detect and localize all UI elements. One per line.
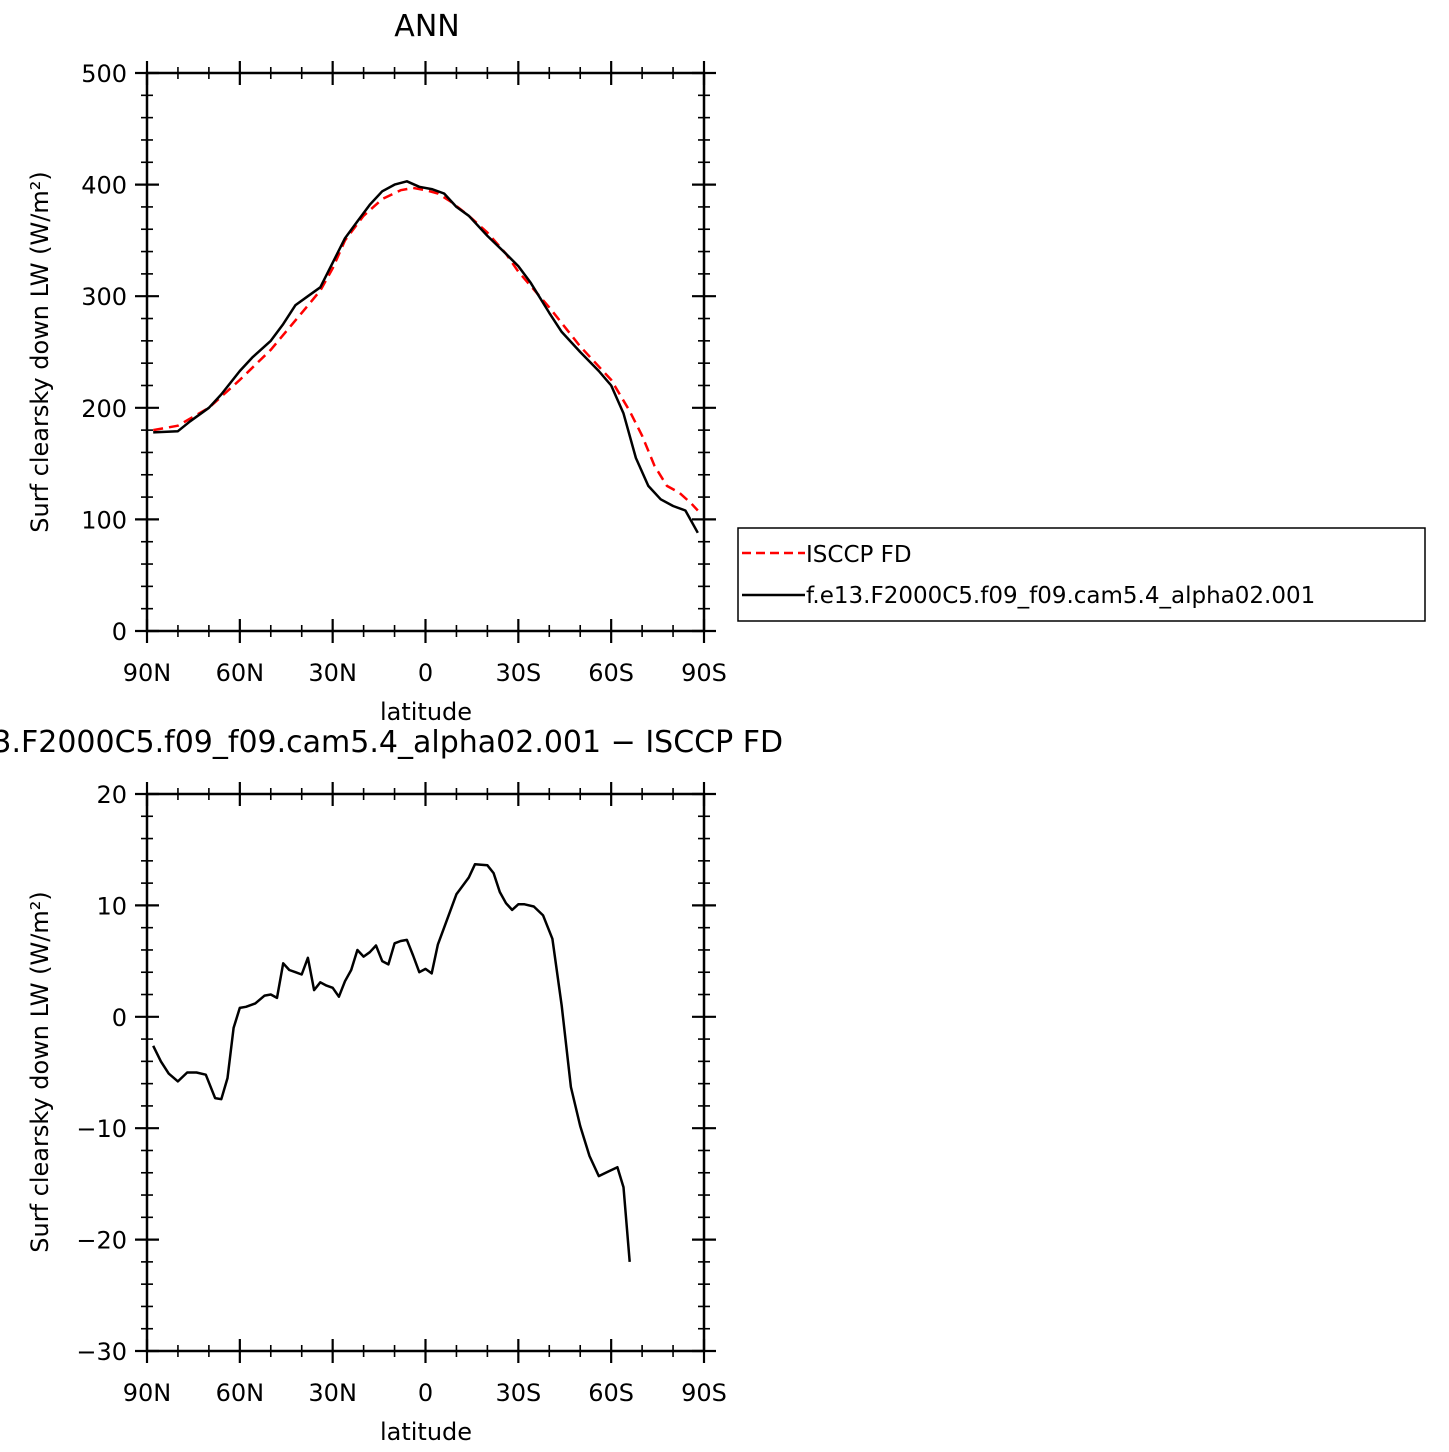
bottom-x-axis-label: latitude: [380, 1418, 472, 1446]
y-tick-label: 100: [81, 506, 127, 534]
series-line-isccp-fd: [152, 186, 699, 512]
x-tick-label: 90S: [681, 659, 727, 687]
legend-label-isccp: ISCCP FD: [806, 542, 912, 568]
bottom-grid-ticks: [135, 782, 716, 1363]
x-tick-label: 90S: [681, 1379, 727, 1407]
legend-box: [737, 527, 1426, 622]
top-series: [152, 180, 699, 534]
y-tick-label: 20: [96, 781, 127, 809]
y-tick-label: 10: [96, 892, 127, 920]
y-tick-label: 0: [112, 618, 127, 646]
y-tick-label: 200: [81, 395, 127, 423]
bottom-chart: f.e13.F2000C5.f09_f09.cam5.4_alpha02.001…: [0, 725, 783, 1446]
x-tick-label: 60S: [588, 659, 634, 687]
bottom-y-tick-labels: −30 −20 −10 0 10 20: [76, 781, 127, 1366]
x-tick-label: 90N: [123, 1379, 172, 1407]
y-tick-label: 500: [81, 60, 127, 88]
bottom-plot-frame: [145, 792, 706, 1353]
x-tick-label: 60N: [216, 659, 265, 687]
y-tick-label: 0: [112, 1004, 127, 1032]
legend: ISCCP FD f.e13.F2000C5.f09_f09.cam5.4_al…: [737, 527, 1426, 622]
x-tick-label: 60N: [216, 1379, 265, 1407]
x-tick-label: 30N: [308, 1379, 357, 1407]
legend-label-model: f.e13.F2000C5.f09_f09.cam5.4_alpha02.001: [806, 583, 1315, 609]
top-chart: ANN 0 100 200 300 400 500 90N 60N 30N 0 30S 60S 90S…: [26, 9, 727, 726]
y-tick-label: 300: [81, 283, 127, 311]
top-chart-title: ANN: [394, 9, 459, 44]
top-plot-frame: [145, 71, 706, 633]
x-tick-label: 30S: [495, 1379, 541, 1407]
x-tick-label: 60S: [588, 1379, 634, 1407]
top-y-tick-labels: 0 100 200 300 400 500: [81, 60, 127, 646]
bottom-series: [152, 862, 631, 1263]
bottom-chart-title: f.e13.F2000C5.f09_f09.cam5.4_alpha02.001…: [0, 725, 783, 760]
bottom-x-tick-labels: 90N 60N 30N 0 30S 60S 90S: [123, 1379, 727, 1407]
y-tick-label: −20: [76, 1227, 127, 1255]
x-tick-label: 90N: [123, 659, 172, 687]
top-grid-ticks: [135, 61, 716, 643]
bottom-y-axis-label: Surf clearsky down LW (W/m²): [26, 891, 54, 1252]
x-tick-label: 0: [418, 659, 433, 687]
y-tick-label: 400: [81, 172, 127, 200]
y-tick-label: −30: [76, 1338, 127, 1366]
top-y-axis-label: Surf clearsky down LW (W/m²): [26, 171, 54, 532]
series-line-f-e13-f2000c5-f09-f09-cam5-4-alpha02-001: [153, 180, 699, 534]
top-x-tick-labels: 90N 60N 30N 0 30S 60S 90S: [123, 659, 727, 687]
y-tick-label: −10: [76, 1115, 127, 1143]
series-line-difference: [152, 862, 631, 1263]
x-tick-label: 0: [418, 1379, 433, 1407]
x-tick-label: 30S: [495, 659, 541, 687]
top-x-axis-label: latitude: [380, 698, 472, 726]
x-tick-label: 30N: [308, 659, 357, 687]
